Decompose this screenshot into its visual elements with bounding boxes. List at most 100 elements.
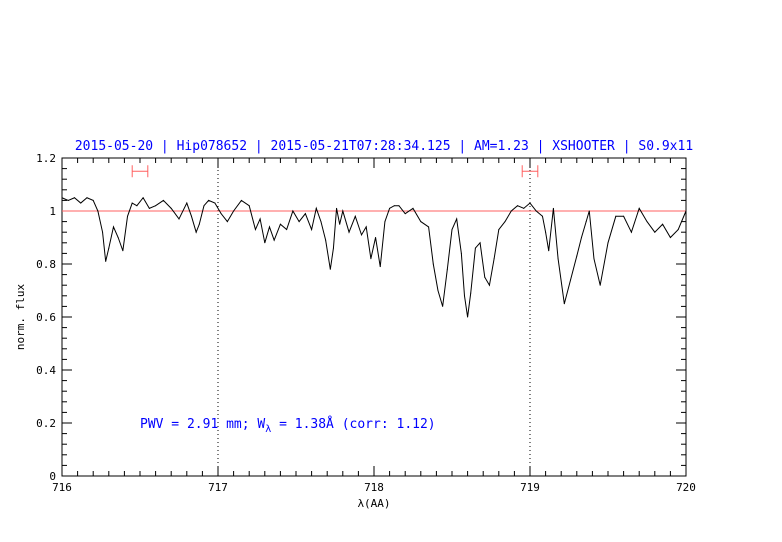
- series-point: [685, 210, 687, 212]
- series-point: [599, 284, 601, 286]
- series-point: [131, 202, 133, 204]
- series-point: [279, 223, 281, 225]
- series-point: [389, 207, 391, 209]
- series-point: [298, 221, 300, 223]
- series-point: [365, 226, 367, 228]
- series-point: [646, 221, 648, 223]
- series-point: [545, 231, 547, 233]
- series-point: [122, 250, 124, 252]
- series-point: [588, 210, 590, 212]
- series-point: [432, 263, 434, 265]
- series-point: [535, 210, 537, 212]
- x-tick-label: 717: [208, 481, 228, 494]
- series-point: [286, 229, 288, 231]
- series-point: [336, 207, 338, 209]
- series-point: [240, 199, 242, 201]
- y-tick-label: 0.8: [36, 258, 56, 271]
- series-point: [208, 199, 210, 201]
- series-point: [214, 202, 216, 204]
- series-point: [484, 276, 486, 278]
- series-point: [428, 226, 430, 228]
- series-point: [593, 258, 595, 260]
- series-point: [437, 290, 439, 291]
- series-point: [488, 284, 490, 286]
- series-point: [384, 221, 386, 223]
- series-point: [254, 229, 256, 231]
- series-point: [570, 279, 572, 281]
- x-tick-label: 719: [520, 481, 540, 494]
- y-tick-label: 0.6: [36, 311, 56, 324]
- series-point: [467, 316, 469, 318]
- series-point: [557, 258, 559, 260]
- series-point: [456, 218, 458, 220]
- series-point: [576, 255, 578, 257]
- series-point: [311, 229, 313, 231]
- series-point: [117, 237, 119, 238]
- series-point: [585, 221, 587, 223]
- x-axis: 716 717 718 719 720: [52, 158, 696, 494]
- series-point: [155, 205, 157, 207]
- series-point: [198, 223, 200, 225]
- y-tick-label: 1.2: [36, 152, 56, 165]
- series-point: [108, 247, 110, 249]
- series-point: [226, 221, 228, 223]
- series-point: [446, 268, 448, 270]
- y-tick-label: 1: [49, 205, 56, 218]
- series-point: [354, 215, 356, 217]
- series-point: [304, 213, 306, 215]
- x-tick-label: 718: [364, 481, 384, 494]
- series-point: [404, 213, 406, 215]
- series-point: [580, 237, 582, 238]
- series-point: [361, 234, 363, 236]
- series-point: [186, 202, 188, 204]
- series-point: [498, 229, 500, 231]
- series-point: [136, 205, 138, 207]
- series-point: [607, 242, 609, 244]
- series-point: [162, 199, 164, 201]
- series-point: [342, 210, 344, 212]
- series-point: [112, 226, 114, 228]
- annotation-suffix: = 1.38Å (corr: 1.12): [271, 416, 435, 432]
- series-point: [339, 223, 341, 225]
- y-axis-label: norm. flux: [14, 284, 27, 351]
- series-point: [463, 295, 465, 297]
- series-point: [677, 229, 679, 231]
- y-tick-label: 0.4: [36, 364, 56, 377]
- series-point: [451, 229, 453, 231]
- series-point: [474, 247, 476, 249]
- pwv-annotation: PWV = 2.91 mm; Wλ = 1.38Å (corr: 1.12): [140, 416, 436, 435]
- series-points: [61, 197, 687, 318]
- y-axis: 0 0.2 0.4 0.6 0.8 1 1.2: [36, 152, 686, 483]
- series-point: [80, 202, 82, 204]
- series-point: [552, 207, 554, 209]
- series-point: [195, 231, 197, 233]
- series-point: [548, 250, 550, 252]
- series-point: [630, 231, 632, 233]
- series-point: [73, 197, 75, 199]
- x-tick-label: 720: [676, 481, 696, 494]
- series-point: [233, 210, 235, 212]
- series-point: [460, 252, 462, 254]
- series-point: [348, 231, 350, 233]
- series-point: [517, 205, 519, 207]
- series-point: [268, 226, 270, 228]
- series-point: [479, 242, 481, 244]
- series-point: [379, 266, 381, 268]
- series-point: [669, 237, 671, 238]
- x-axis-label: λ(AA): [357, 497, 390, 510]
- series-point: [97, 210, 99, 212]
- annotation-subscript: λ: [265, 424, 271, 435]
- series-point: [61, 197, 63, 199]
- series-point: [86, 197, 88, 199]
- x-tick-label: 716: [52, 481, 72, 494]
- series-point: [329, 268, 331, 270]
- series-point: [170, 207, 172, 209]
- series-point: [325, 239, 327, 241]
- series-point: [105, 260, 107, 262]
- series-point: [442, 305, 444, 307]
- series-point: [654, 231, 656, 233]
- series-point: [220, 213, 222, 215]
- series-point: [142, 197, 144, 199]
- series-point: [248, 205, 250, 207]
- series-point: [315, 207, 317, 209]
